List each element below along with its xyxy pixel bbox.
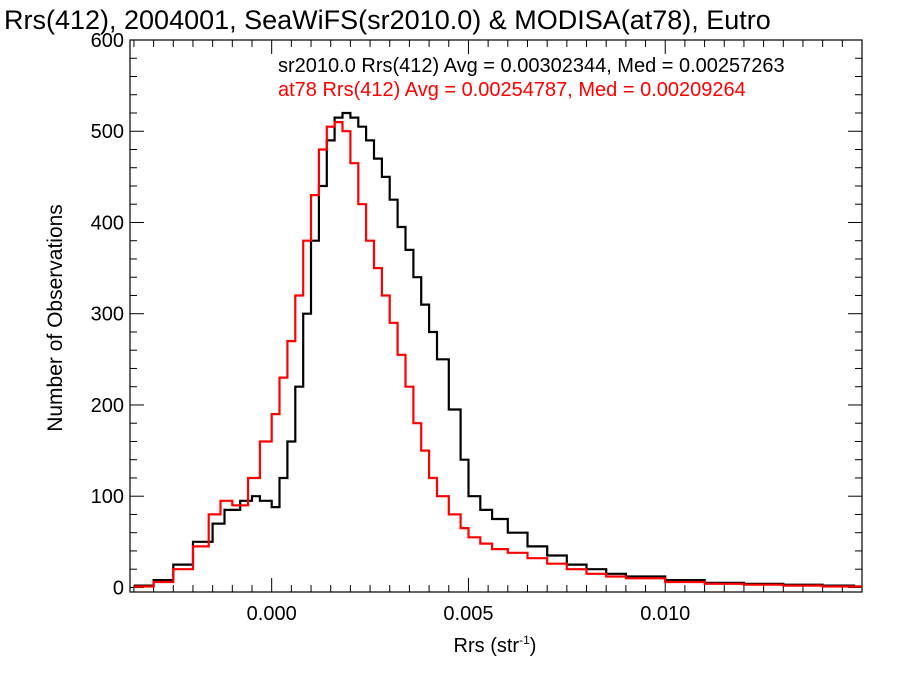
y-tick-label: 200: [91, 395, 124, 417]
x-tick-labels: 0.000 0.005 0.010: [247, 603, 691, 625]
y-tick-label: 600: [91, 30, 124, 52]
x-axis-label: Rrs (str-1): [454, 633, 537, 657]
x-axis-label-close: ): [530, 635, 537, 657]
x-tick-label: 0.005: [443, 603, 493, 625]
legend-entry-at78: at78 Rrs(412) Avg = 0.00254787, Med = 0.…: [278, 79, 746, 101]
y-axis-label: Number of Observations: [44, 204, 67, 432]
y-tick-label: 100: [91, 486, 124, 508]
y-tick-label: 300: [91, 304, 124, 326]
y-tick-label: 400: [91, 212, 124, 234]
axis-ticks: [130, 39, 862, 592]
series-line-at78: [133, 121, 862, 588]
chart-title: Rrs(412), 2004001, SeaWiFS(sr2010.0) & M…: [4, 5, 771, 35]
legend-entry-sr2010: sr2010.0 Rrs(412) Avg = 0.00302344, Med …: [278, 55, 785, 77]
series-line-sr2010-0: [133, 111, 862, 588]
plot-area-border: [129, 39, 863, 593]
x-axis-label-base: Rrs (str: [454, 635, 520, 657]
plot-frame: [129, 39, 863, 593]
x-tick-label: 0.010: [640, 603, 690, 625]
y-tick-label: 500: [91, 121, 124, 143]
y-tick-label: 0: [113, 577, 124, 599]
y-tick-labels: 0 100 200 300 400 500 600: [91, 30, 124, 599]
x-axis-label-sup: -1: [519, 633, 530, 647]
series-lines: [133, 111, 862, 588]
x-tick-label: 0.000: [247, 603, 297, 625]
